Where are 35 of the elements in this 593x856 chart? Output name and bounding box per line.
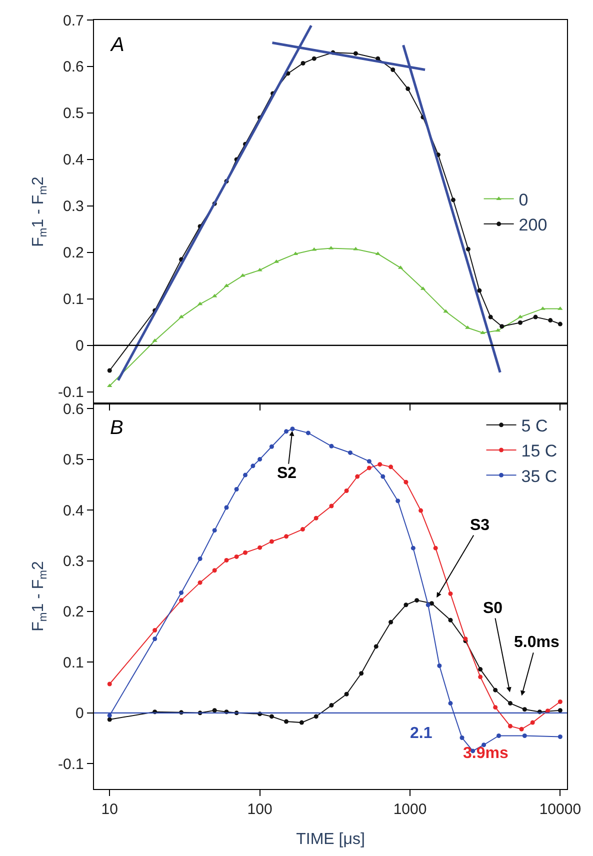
y-tick-label: 0.5 [63, 452, 84, 469]
x-tick-label: 1000 [393, 801, 427, 818]
y-tick-label: 0.2 [63, 604, 84, 621]
y-tick-label: 0.6 [63, 58, 84, 76]
y-tick-label: 0.3 [63, 198, 84, 216]
y-tick-label: 0 [76, 705, 84, 722]
annotation: S3 [470, 517, 490, 534]
y-tick-label: 0.4 [63, 502, 84, 520]
y-tick-label: 0.7 [63, 12, 84, 30]
annotation: 5.0ms [514, 634, 560, 651]
x-tick-label: 10 [101, 801, 118, 818]
y-tick-label: 0 [76, 338, 84, 355]
x-axis-title: TIME [μs] [296, 830, 365, 848]
annotation: 3.9ms [463, 745, 508, 762]
y-tick-label: 0.5 [63, 105, 84, 122]
annotation: A [110, 34, 124, 56]
legend-label: 200 [518, 216, 548, 235]
y-tick-label: 0.2 [63, 244, 84, 262]
y-tick-label: 0.1 [63, 291, 84, 308]
x-tick-label: 10000 [539, 801, 582, 818]
y-tick-label: 0.3 [63, 553, 84, 570]
y-tick-label: 0.1 [63, 654, 84, 672]
legend-label: 5 C [521, 416, 548, 436]
legend-label: 0 [518, 190, 528, 210]
annotation: S2 [277, 465, 297, 482]
x-tick-label: 100 [247, 801, 272, 818]
y-tick-label: -0.1 [58, 384, 84, 402]
annotation: 2.1 [410, 725, 432, 742]
y-tick-label: 0.4 [63, 152, 84, 169]
y-tick-label: -0.1 [58, 756, 84, 773]
legend-label: 15 C [521, 442, 558, 461]
annotation: S0 [483, 600, 503, 617]
annotation: B [110, 417, 124, 439]
y-tick-label: 0.6 [63, 400, 84, 418]
legend-label: 35 C [521, 466, 558, 486]
